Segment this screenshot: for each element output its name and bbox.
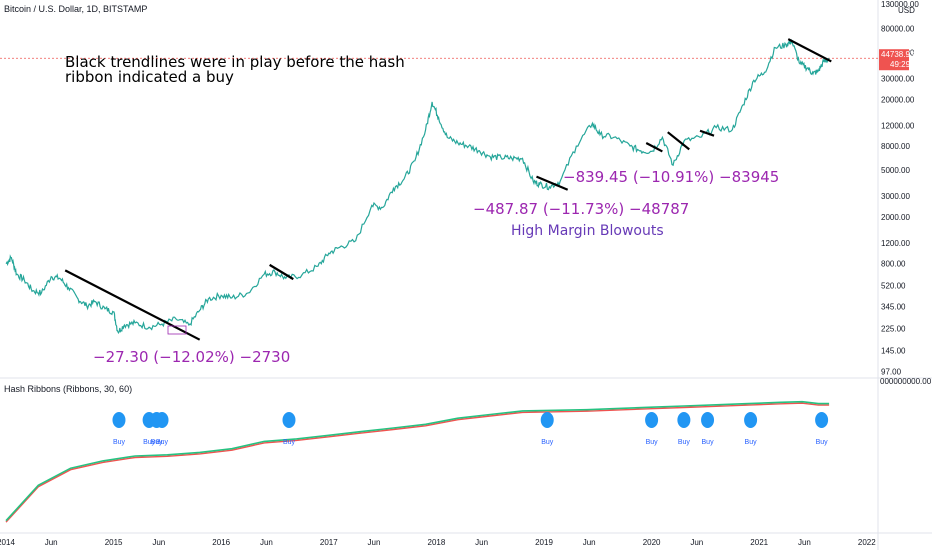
price-tick-label: 3000.00 [881, 192, 910, 201]
price-tick-label: 345.00 [881, 303, 906, 312]
indicator-title: Hash Ribbons (Ribbons, 30, 60) [4, 384, 132, 394]
indicator-axis-label: 000000000.00 [880, 377, 932, 386]
last-price-value: 44738.93 [881, 50, 915, 59]
price-series-line [5, 38, 830, 334]
caption-high-margin-blowouts[interactable]: High Margin Blowouts [511, 223, 664, 239]
price-tick-label: 1200.00 [881, 239, 910, 248]
buy-signal-label: Buy [816, 439, 829, 446]
buy-signal-dot [155, 412, 169, 428]
trendline-3[interactable] [536, 175, 569, 191]
buy-signal-dot [677, 412, 691, 428]
time-tick-label: 2016 [212, 538, 230, 547]
price-tick-label: 5000.00 [881, 166, 910, 175]
time-tick-label: Jun [45, 538, 58, 547]
buy-signal-label: Buy [745, 439, 758, 446]
last-price-tag: 44738.93 49:29 [879, 49, 915, 71]
time-tick-label: 2021 [750, 538, 768, 547]
measure-box-2015[interactable] [167, 325, 187, 335]
buy-signal-label: Buy [151, 439, 164, 446]
trendline-5[interactable] [667, 131, 690, 151]
time-tick-label: Jun [583, 538, 596, 547]
buy-signal-dot [744, 412, 758, 428]
trendline-group[interactable] [64, 38, 832, 341]
buy-signal-dot [112, 412, 126, 428]
price-tick-label: 130000.00 [881, 0, 919, 9]
countdown-value: 49:29 [890, 60, 911, 69]
price-tick-label: 97.00 [881, 367, 902, 376]
buy-signal-label: Buy [113, 439, 126, 446]
buy-signal-label: Buy [702, 439, 715, 446]
hash-ribbon-fast-line [5, 400, 830, 522]
note-text-line-1[interactable]: Black trendlines were in play before the… [65, 53, 405, 71]
price-tick-label: 145.00 [881, 347, 906, 356]
time-tick-label: 2015 [105, 538, 123, 547]
price-tick-label: 225.00 [881, 324, 906, 333]
trendline-4[interactable] [645, 142, 663, 153]
trendline-2[interactable] [269, 263, 294, 281]
buy-signal-label: Buy [541, 439, 554, 446]
time-tick-label: Jun [475, 538, 488, 547]
price-tick-label: 30000.00 [881, 75, 915, 84]
buy-signal-dot [540, 412, 554, 428]
price-tick-label: 8000.00 [881, 142, 910, 151]
time-axis[interactable]: 2014 Jun 2015 Jun 2016 Jun 2017 Jun 2018 Jun 2019 J… [0, 538, 876, 547]
price-tick-label: 20000.00 [881, 95, 915, 104]
price-tick-label: 80000.00 [881, 25, 915, 34]
buy-signal-dot [282, 412, 296, 428]
measure-label-2015[interactable]: −27.30 (−12.02%) −2730 [93, 348, 290, 366]
time-tick-label: 2014 [0, 538, 15, 547]
buy-signal-label: Buy [678, 439, 691, 446]
time-tick-label: Jun [152, 538, 165, 547]
hash-ribbon-slow-line [5, 402, 830, 523]
trendline-6[interactable] [699, 129, 715, 137]
buy-signal-dot [815, 412, 829, 428]
buy-signal-label: Buy [156, 439, 169, 446]
trendline-7[interactable] [787, 38, 832, 63]
time-tick-label: 2022 [858, 538, 876, 547]
time-tick-label: Jun [260, 538, 273, 547]
time-tick-label: 2017 [320, 538, 338, 547]
time-tick-label: 2018 [428, 538, 446, 547]
price-tick-label: 800.00 [881, 260, 906, 269]
buy-signal-dot [645, 412, 659, 428]
time-tick-label: Jun [798, 538, 811, 547]
buy-signal-label: Buy [646, 439, 659, 446]
time-tick-label: 2019 [535, 538, 553, 547]
currency-label: USD [898, 6, 915, 15]
measure-label-2019[interactable]: −839.45 (−10.91%) −83945 [563, 168, 779, 186]
price-tick-label: 520.00 [881, 282, 906, 291]
note-text-line-2[interactable]: ribbon indicated a buy [65, 68, 234, 86]
time-tick-label: Jun [690, 538, 703, 547]
trendline-1[interactable] [64, 269, 201, 341]
symbol-title: Bitcoin / U.S. Dollar, 1D, BITSTAMP [4, 4, 147, 14]
buy-signal-dot [701, 412, 715, 428]
time-tick-label: 2020 [643, 538, 661, 547]
buy-signal-label: Buy [143, 439, 156, 446]
price-tick-label: 12000.00 [881, 121, 915, 130]
buy-signal-label: Buy [283, 439, 296, 446]
price-tick-label: 2000.00 [881, 213, 910, 222]
measure-label-2018[interactable]: −487.87 (−11.73%) −48787 [473, 200, 689, 218]
time-tick-label: Jun [368, 538, 381, 547]
